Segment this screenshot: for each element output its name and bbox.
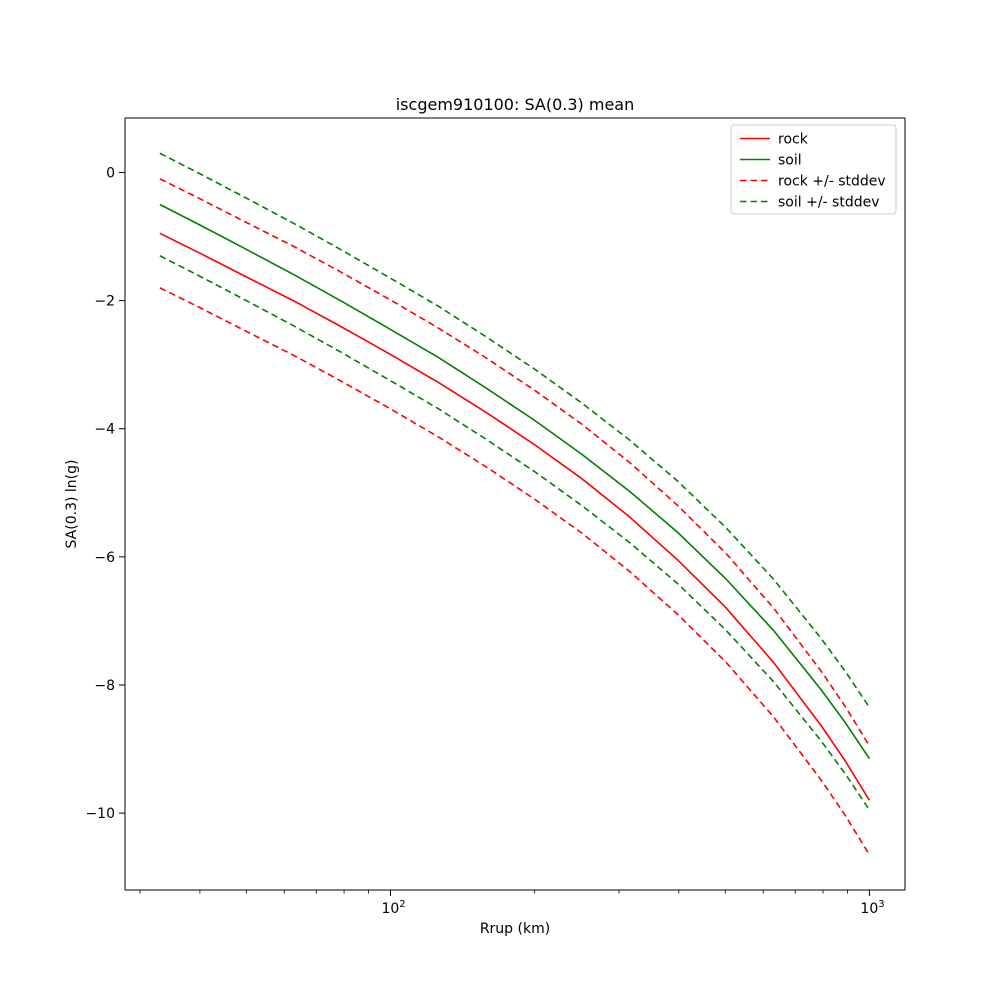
series-soil xyxy=(159,203,871,760)
y-tick-label: −8 xyxy=(94,678,115,694)
series-rock xyxy=(159,232,871,801)
x-tick-label: 103 xyxy=(860,899,884,917)
y-tick-label: −6 xyxy=(94,550,115,566)
x-tick-label: 102 xyxy=(381,899,405,917)
axes-spines xyxy=(124,117,906,891)
x-axis-label: Rrup (km) xyxy=(479,921,551,937)
series-rock-stddev-upper xyxy=(159,178,871,747)
y-tick-label: −4 xyxy=(94,422,115,438)
chart-title: iscgem910100: SA(0.3) mean xyxy=(395,95,635,114)
legend-box xyxy=(730,124,897,215)
legend-label-3: rock +/- stddev xyxy=(778,174,886,190)
y-tick-label: −10 xyxy=(85,806,115,822)
y-tick-label: −2 xyxy=(94,294,115,310)
legend-label-2: soil xyxy=(778,153,802,169)
y-tick-label: 0 xyxy=(106,165,115,181)
series-soil-stddev-lower xyxy=(159,255,871,811)
series-rock-stddev-lower xyxy=(159,287,871,856)
legend-label-4: soil +/- stddev xyxy=(778,195,880,211)
series-soil-stddev-upper xyxy=(159,152,871,708)
legend-label-1: rock xyxy=(778,132,809,148)
